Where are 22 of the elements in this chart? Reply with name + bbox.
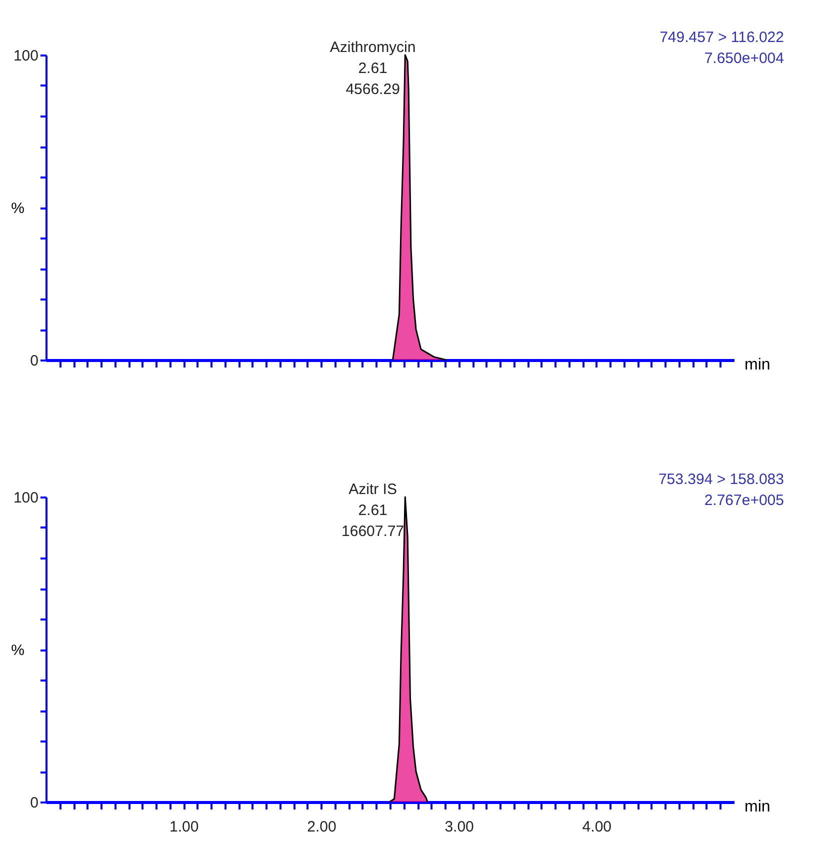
x-axis-title: min: [744, 356, 770, 374]
x-axis-title: min: [744, 798, 770, 816]
x-tick-label: 1.00: [170, 818, 199, 836]
x-tick-label: 2.00: [307, 818, 336, 836]
y-tick-label: 0: [30, 794, 38, 812]
annotation: 16607.77: [342, 523, 404, 540]
y-axis-title: %: [11, 200, 24, 217]
y-tick-label: 0: [30, 352, 38, 370]
x-tick-label: 4.00: [582, 818, 612, 836]
y-axis-title: %: [11, 642, 24, 659]
annotation: 2.767e+005: [704, 492, 784, 509]
text: 749.457 > 116.022: [660, 29, 784, 46]
annotation: 7.650e+004: [704, 50, 784, 67]
y-tick-label: 100: [13, 490, 38, 506]
text: 753.394 > 158.083: [658, 471, 784, 488]
annotation: 2.61: [358, 502, 388, 519]
x-tick-label: 3.00: [444, 818, 474, 836]
annotation: 2.61: [358, 60, 388, 77]
annotation: Azithromycin: [330, 39, 416, 56]
annotation: 4566.29: [346, 81, 400, 98]
annotation: Azitr IS: [348, 481, 397, 498]
y-tick-label: 100: [13, 48, 38, 64]
